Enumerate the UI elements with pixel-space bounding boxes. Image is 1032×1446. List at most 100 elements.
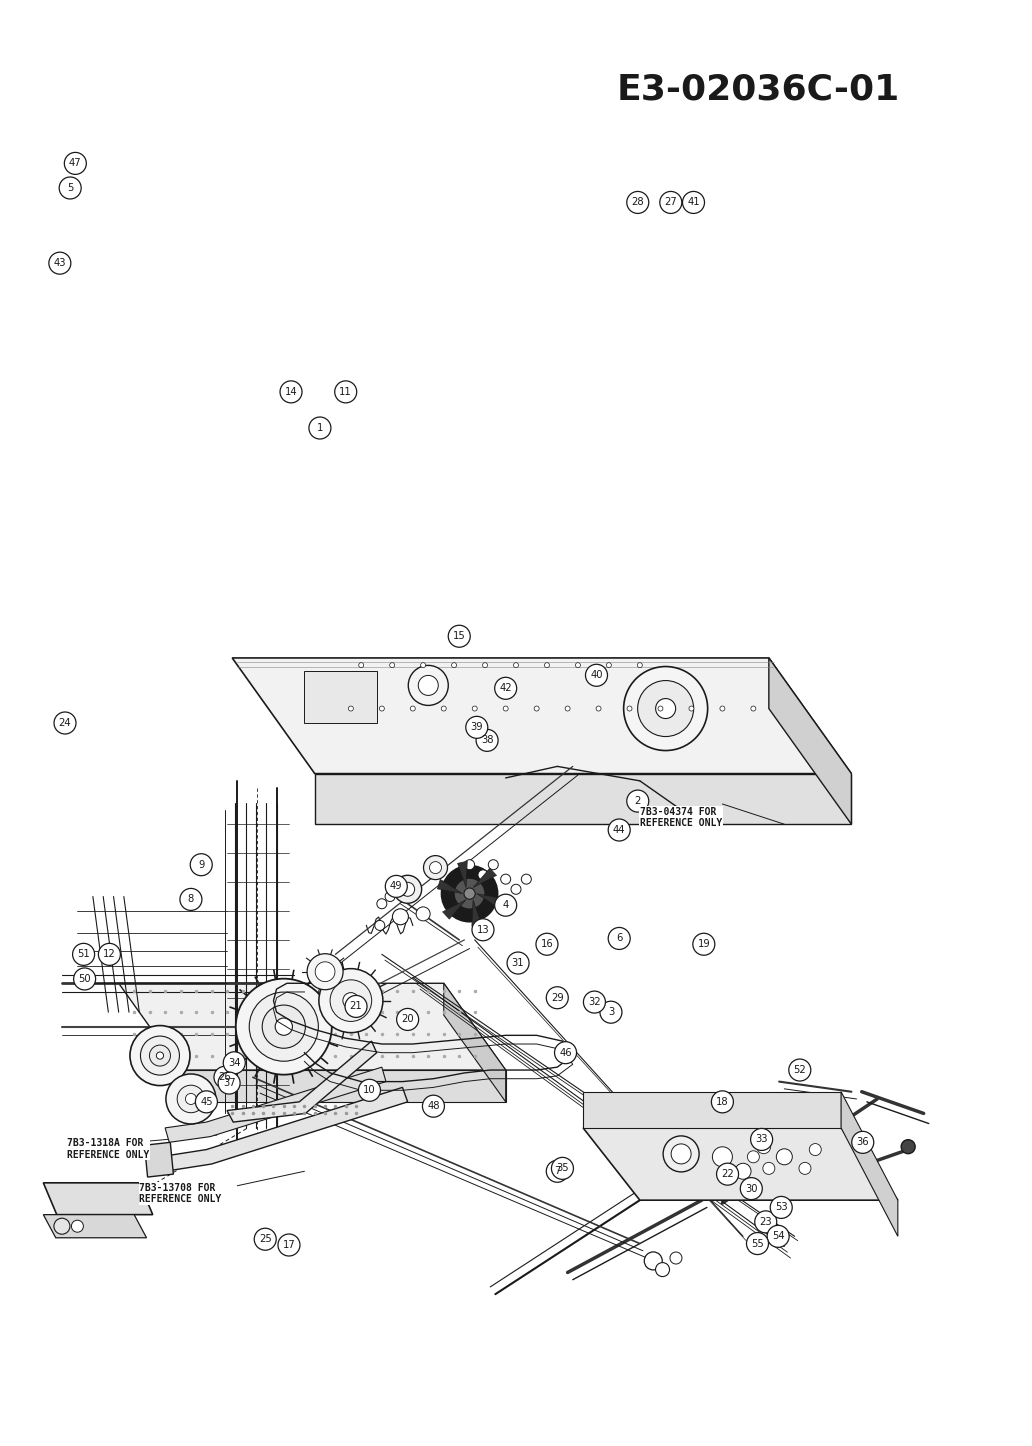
Text: 22: 22 — [721, 1170, 734, 1178]
Circle shape — [262, 1005, 305, 1048]
Circle shape — [223, 1051, 246, 1074]
Circle shape — [638, 662, 642, 668]
Circle shape — [308, 954, 343, 989]
Circle shape — [442, 706, 446, 711]
Text: 48: 48 — [427, 1102, 440, 1111]
Circle shape — [380, 706, 384, 711]
Circle shape — [359, 662, 363, 668]
Circle shape — [385, 892, 395, 901]
Circle shape — [507, 951, 529, 975]
Circle shape — [409, 665, 448, 706]
Circle shape — [514, 662, 518, 668]
Circle shape — [400, 882, 415, 897]
Circle shape — [377, 899, 387, 908]
Text: 35: 35 — [556, 1164, 569, 1173]
Circle shape — [465, 716, 488, 739]
Polygon shape — [165, 1067, 386, 1142]
Text: 18: 18 — [716, 1098, 729, 1106]
Text: 5: 5 — [67, 184, 73, 192]
Polygon shape — [444, 983, 506, 1102]
Circle shape — [478, 870, 488, 879]
Circle shape — [180, 888, 202, 911]
Circle shape — [49, 252, 71, 275]
Circle shape — [71, 1220, 84, 1232]
Text: E3-02036C-01: E3-02036C-01 — [617, 72, 900, 107]
Circle shape — [345, 995, 367, 1018]
Text: 53: 53 — [775, 1203, 787, 1212]
Circle shape — [411, 706, 415, 711]
Polygon shape — [144, 1142, 173, 1177]
Circle shape — [250, 992, 318, 1061]
Text: 17: 17 — [283, 1241, 295, 1249]
Circle shape — [157, 1053, 163, 1058]
Circle shape — [494, 894, 517, 917]
Text: 45: 45 — [200, 1098, 213, 1106]
Circle shape — [809, 1144, 821, 1155]
Text: 37: 37 — [223, 1079, 235, 1087]
Text: 14: 14 — [285, 388, 297, 396]
Circle shape — [343, 992, 359, 1009]
Text: 43: 43 — [54, 259, 66, 268]
Circle shape — [429, 862, 442, 873]
Circle shape — [692, 933, 715, 956]
Text: 12: 12 — [103, 950, 116, 959]
Circle shape — [756, 1139, 771, 1154]
Polygon shape — [583, 1092, 841, 1128]
Circle shape — [671, 1144, 691, 1164]
Circle shape — [750, 1128, 773, 1151]
Text: 23: 23 — [760, 1218, 772, 1226]
Polygon shape — [232, 658, 851, 774]
Circle shape — [59, 176, 82, 200]
Circle shape — [655, 698, 676, 719]
Text: 7B3-1318A FOR
REFERENCE ONLY: 7B3-1318A FOR REFERENCE ONLY — [67, 1138, 150, 1160]
Circle shape — [464, 888, 475, 899]
Circle shape — [626, 191, 649, 214]
Circle shape — [608, 818, 631, 842]
Circle shape — [689, 706, 694, 711]
Circle shape — [664, 1137, 699, 1171]
Circle shape — [535, 706, 539, 711]
Circle shape — [712, 1147, 733, 1167]
Circle shape — [390, 662, 394, 668]
Circle shape — [358, 1079, 381, 1102]
Circle shape — [494, 677, 517, 700]
Circle shape — [254, 1228, 277, 1251]
Circle shape — [278, 1233, 300, 1257]
Polygon shape — [181, 1070, 506, 1102]
Text: 50: 50 — [78, 975, 91, 983]
Circle shape — [623, 667, 708, 750]
Text: 41: 41 — [687, 198, 700, 207]
Circle shape — [334, 380, 357, 403]
Text: 52: 52 — [794, 1066, 806, 1074]
Text: 36: 36 — [857, 1138, 869, 1147]
Circle shape — [309, 416, 331, 440]
Circle shape — [195, 1090, 218, 1113]
Circle shape — [501, 875, 511, 884]
Polygon shape — [227, 1041, 377, 1122]
Polygon shape — [769, 658, 851, 824]
Circle shape — [130, 1025, 190, 1086]
Text: 34: 34 — [228, 1058, 240, 1067]
Text: 27: 27 — [665, 198, 677, 207]
Text: 40: 40 — [590, 671, 603, 680]
Polygon shape — [473, 868, 496, 888]
Circle shape — [716, 1163, 739, 1186]
Circle shape — [740, 1177, 763, 1200]
Text: 33: 33 — [755, 1135, 768, 1144]
Circle shape — [423, 856, 448, 879]
Text: 38: 38 — [481, 736, 493, 745]
Text: 24: 24 — [59, 719, 71, 727]
Circle shape — [330, 980, 372, 1021]
Circle shape — [770, 1196, 793, 1219]
Circle shape — [600, 1001, 622, 1024]
Text: 28: 28 — [632, 198, 644, 207]
Circle shape — [644, 1252, 663, 1270]
Circle shape — [720, 706, 724, 711]
Circle shape — [218, 1071, 240, 1095]
Circle shape — [521, 875, 531, 884]
Polygon shape — [438, 879, 462, 894]
Circle shape — [190, 853, 213, 876]
Polygon shape — [304, 671, 377, 723]
Circle shape — [551, 1157, 574, 1180]
Circle shape — [393, 875, 422, 904]
